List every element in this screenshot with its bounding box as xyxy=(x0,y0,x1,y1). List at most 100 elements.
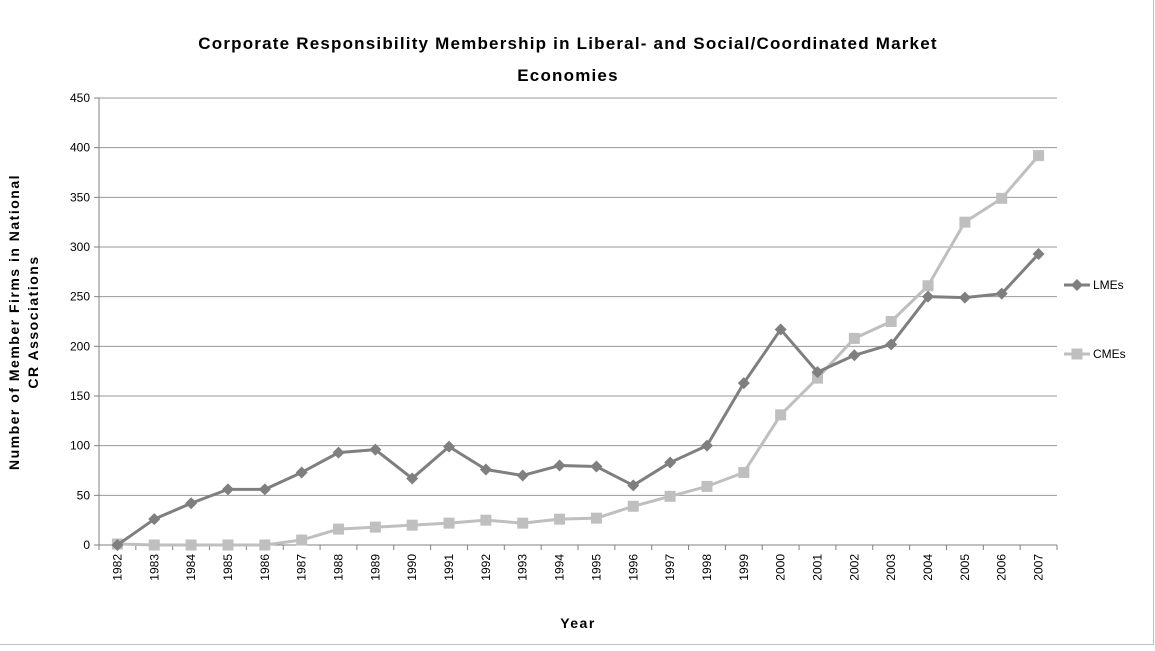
x-tick-label: 1982 xyxy=(110,554,124,581)
y-axis-title-line-2: CR Associations xyxy=(25,255,41,388)
data-point-cmes xyxy=(701,480,713,492)
y-tick-label: 100 xyxy=(70,439,90,453)
legend: LMEs CMEs xyxy=(1064,278,1126,361)
x-tick-label: 2006 xyxy=(995,554,1009,581)
chart-title-line-1: Corporate Responsibility Membership in L… xyxy=(198,34,937,53)
data-point-cmes xyxy=(296,534,308,546)
x-tick-label: 1987 xyxy=(295,554,309,581)
data-point-lmes xyxy=(700,439,713,452)
x-tick-label: 1999 xyxy=(737,554,751,581)
data-point-lmes xyxy=(627,479,640,492)
data-point-lmes xyxy=(258,483,271,496)
y-tick-label: 50 xyxy=(77,488,91,502)
data-point-cmes xyxy=(627,500,639,512)
x-tick-label: 1995 xyxy=(589,554,603,581)
legend-item-cmes: CMEs xyxy=(1064,347,1126,361)
x-axis-title: Year xyxy=(560,615,596,631)
data-point-lmes xyxy=(185,497,198,510)
x-tick-label: 2000 xyxy=(774,554,788,581)
x-tick-label: 2002 xyxy=(847,554,861,581)
data-point-lmes xyxy=(479,463,492,476)
data-point-lmes xyxy=(590,460,603,473)
data-point-cmes xyxy=(148,539,160,551)
data-point-cmes xyxy=(406,519,418,531)
data-point-lmes xyxy=(516,469,529,482)
chart-title-line-2: Economies xyxy=(517,66,619,85)
data-point-cmes xyxy=(959,216,971,228)
y-tick-label: 300 xyxy=(70,240,90,254)
data-point-lmes xyxy=(148,513,161,526)
data-point-cmes xyxy=(222,539,234,551)
data-point-cmes xyxy=(517,517,529,529)
series-line-cmes xyxy=(117,154,1040,547)
data-point-lmes xyxy=(958,291,971,304)
data-point-lmes xyxy=(995,287,1008,300)
x-tick-label: 2007 xyxy=(1032,554,1046,581)
data-point-cmes xyxy=(775,409,787,421)
series-line-lmes xyxy=(116,252,1040,547)
data-point-lmes xyxy=(737,377,750,390)
x-tick-label: 1989 xyxy=(368,554,382,581)
y-axis-title-line-1: Number of Member Firms in National xyxy=(6,174,22,470)
data-point-lmes xyxy=(848,349,861,362)
x-tick-label: 1984 xyxy=(184,554,198,581)
data-point-lmes xyxy=(111,539,124,551)
gridlines xyxy=(99,97,1057,496)
data-point-cmes xyxy=(738,466,750,478)
data-point-cmes xyxy=(848,332,860,344)
x-tick-label: 1997 xyxy=(663,554,677,581)
data-point-lmes xyxy=(295,466,308,479)
y-tick-labels: 0 50 100 150 200 250 300 350 400 450 xyxy=(70,91,90,552)
data-point-lmes xyxy=(811,366,824,379)
x-tick-label: 1986 xyxy=(258,554,272,581)
x-tick-label: 2001 xyxy=(811,554,825,581)
x-tick-label: 1992 xyxy=(479,554,493,581)
data-point-lmes xyxy=(221,483,234,496)
data-point-lmes xyxy=(406,472,419,485)
data-point-cmes xyxy=(590,512,602,524)
data-point-lmes xyxy=(664,456,677,469)
x-tick-label: 2003 xyxy=(884,554,898,581)
x-tick-labels: 1982 1983 1984 1985 1986 1987 1988 1989 1990 1991… xyxy=(110,554,1045,581)
data-point-cmes xyxy=(259,539,271,551)
x-tick-label: 1998 xyxy=(700,554,714,581)
data-point-cmes xyxy=(554,513,566,525)
data-point-cmes xyxy=(922,280,934,292)
data-point-cmes xyxy=(664,490,676,502)
y-tick-label: 200 xyxy=(70,339,90,353)
data-point-cmes xyxy=(885,316,897,327)
legend-marker-cmes xyxy=(1071,348,1083,360)
data-point-cmes xyxy=(333,523,344,535)
axes xyxy=(94,97,1058,550)
data-point-cmes xyxy=(996,192,1008,204)
data-point-lmes xyxy=(369,443,382,456)
data-point-cmes xyxy=(1033,150,1045,162)
legend-label-lmes: LMEs xyxy=(1093,278,1124,292)
y-tick-label: 350 xyxy=(70,190,90,204)
y-tick-label: 450 xyxy=(70,91,90,105)
x-tick-label: 1996 xyxy=(626,554,640,581)
y-tick-label: 0 xyxy=(83,538,90,552)
y-tick-label: 250 xyxy=(70,290,90,304)
data-point-lmes xyxy=(885,338,898,351)
x-tick-label: 1994 xyxy=(553,554,567,581)
x-tick-label: 1983 xyxy=(147,554,161,581)
data-point-lmes xyxy=(553,459,566,472)
x-tick-label: 1990 xyxy=(405,554,419,581)
x-tick-label: 1993 xyxy=(516,554,530,581)
series-layer xyxy=(111,150,1045,551)
data-point-cmes xyxy=(443,517,455,529)
data-point-cmes xyxy=(185,539,197,551)
x-tick-label: 1988 xyxy=(332,554,346,581)
y-tick-label: 400 xyxy=(70,141,90,155)
legend-item-lmes: LMEs xyxy=(1064,278,1124,292)
x-tick-label: 2004 xyxy=(921,554,935,581)
data-point-lmes xyxy=(332,446,345,459)
legend-label-cmes: CMEs xyxy=(1093,347,1126,361)
data-point-cmes xyxy=(369,521,381,533)
data-point-lmes xyxy=(774,323,787,336)
x-tick-label: 1991 xyxy=(442,554,456,581)
x-tick-label: 2005 xyxy=(958,554,972,581)
